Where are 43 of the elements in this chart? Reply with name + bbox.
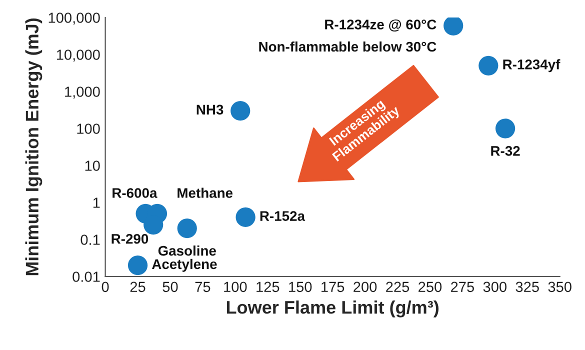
x-tick-label: 175	[322, 282, 344, 292]
annotation: R-1234ze @ 60°C	[325, 19, 436, 32]
x-tick-label: 125	[256, 282, 280, 292]
annotation: R-600a	[112, 188, 158, 198]
annotation: NH3	[196, 104, 224, 115]
y-tick-label: 100	[77, 124, 100, 134]
annotation: R-290	[112, 234, 148, 244]
point	[444, 18, 464, 36]
y-tick-label: 100,000	[48, 12, 100, 25]
y-tick-label: 1,000	[65, 86, 100, 99]
point	[230, 101, 250, 121]
point	[236, 207, 256, 228]
annotation: Non-flammable below 30°C	[259, 41, 436, 52]
point	[495, 118, 516, 138]
x-tick-label: 75	[195, 282, 210, 292]
annotation: R-32	[491, 146, 520, 156]
y-tick-label: 10,000	[56, 50, 100, 62]
annotation: Acetylene	[152, 258, 217, 272]
y-tick-label: 0.1	[80, 234, 100, 245]
annotation: R-1234yf	[503, 59, 560, 72]
y-tick-label: 0.01	[72, 272, 100, 282]
y-tick-label: 10	[85, 160, 100, 171]
annotation: Gasoline	[158, 246, 216, 256]
x-tick-label: 50	[162, 282, 178, 292]
annotation: R-152a	[260, 211, 306, 221]
x-axis-title: Lower Flame Limit (g/m³)	[226, 300, 439, 318]
point	[177, 218, 197, 238]
x-tick-label: 25	[130, 282, 146, 292]
x-tick-label: 0	[102, 282, 109, 292]
annotation: Methane	[178, 188, 233, 198]
x-tick-label: 325	[516, 282, 539, 292]
x-tick-label: 350	[548, 282, 572, 292]
x-tick-label: 275	[451, 282, 474, 292]
x-tick-label: 200	[354, 282, 377, 292]
x-tick-label: 100	[224, 282, 247, 292]
y-tick-label: 1	[93, 198, 100, 208]
y-axis-title: Minimum Ignition Energy (mJ)	[25, 18, 42, 276]
point	[478, 56, 498, 76]
x-tick-label: 250	[418, 282, 442, 292]
x-tick-label: 300	[483, 282, 507, 292]
x-tick-label: 225	[386, 282, 410, 292]
point	[128, 256, 148, 276]
x-tick-label: 150	[289, 282, 312, 292]
